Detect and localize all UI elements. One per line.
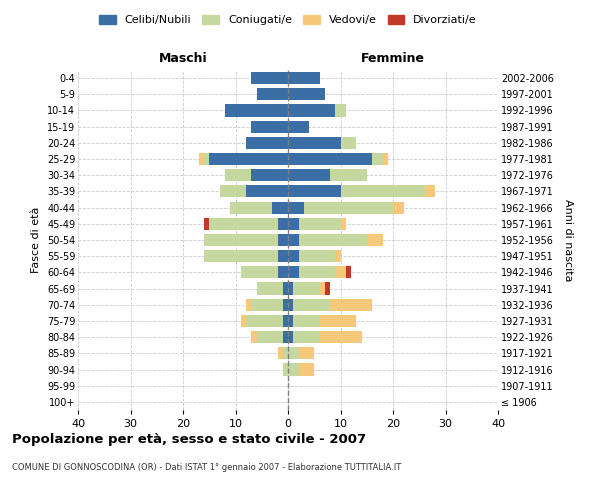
Bar bbox=[304, 202, 393, 213]
Bar bbox=[288, 72, 320, 84]
Bar bbox=[335, 250, 341, 262]
Bar bbox=[246, 137, 288, 149]
Bar bbox=[288, 364, 299, 376]
Y-axis label: Anni di nascita: Anni di nascita bbox=[563, 198, 573, 281]
Bar bbox=[293, 298, 330, 311]
Bar bbox=[288, 202, 304, 213]
Bar bbox=[372, 153, 383, 165]
Bar bbox=[288, 169, 330, 181]
Bar bbox=[299, 234, 367, 246]
Bar bbox=[220, 186, 246, 198]
Bar bbox=[199, 153, 204, 165]
Bar bbox=[283, 282, 288, 294]
Bar bbox=[209, 153, 288, 165]
Bar bbox=[283, 298, 288, 311]
Bar bbox=[330, 169, 367, 181]
Bar bbox=[293, 282, 320, 294]
Bar bbox=[246, 315, 283, 327]
Bar bbox=[251, 331, 257, 343]
Bar bbox=[283, 315, 288, 327]
Text: Femmine: Femmine bbox=[361, 52, 425, 65]
Bar bbox=[320, 315, 356, 327]
Bar bbox=[257, 282, 283, 294]
Bar bbox=[299, 348, 314, 360]
Bar bbox=[204, 250, 277, 262]
Bar bbox=[288, 250, 299, 262]
Bar bbox=[283, 364, 288, 376]
Bar bbox=[257, 331, 283, 343]
Bar bbox=[367, 234, 383, 246]
Bar bbox=[251, 169, 288, 181]
Bar bbox=[225, 104, 288, 117]
Bar bbox=[204, 153, 209, 165]
Bar bbox=[335, 266, 346, 278]
Bar bbox=[288, 104, 335, 117]
Bar bbox=[277, 250, 288, 262]
Bar bbox=[425, 186, 435, 198]
Bar bbox=[288, 331, 293, 343]
Bar bbox=[299, 218, 341, 230]
Bar bbox=[293, 331, 320, 343]
Text: COMUNE DI GONNOSCODINA (OR) - Dati ISTAT 1° gennaio 2007 - Elaborazione TUTTITAL: COMUNE DI GONNOSCODINA (OR) - Dati ISTAT… bbox=[12, 462, 401, 471]
Bar bbox=[288, 120, 309, 132]
Bar bbox=[272, 202, 288, 213]
Bar bbox=[230, 202, 272, 213]
Bar bbox=[293, 315, 320, 327]
Bar bbox=[288, 298, 293, 311]
Bar bbox=[288, 234, 299, 246]
Y-axis label: Fasce di età: Fasce di età bbox=[31, 207, 41, 273]
Bar bbox=[204, 234, 277, 246]
Bar bbox=[288, 137, 341, 149]
Bar bbox=[209, 218, 277, 230]
Bar bbox=[393, 202, 404, 213]
Bar bbox=[241, 315, 246, 327]
Bar bbox=[288, 315, 293, 327]
Bar bbox=[346, 266, 351, 278]
Bar bbox=[299, 250, 335, 262]
Bar bbox=[288, 348, 299, 360]
Bar bbox=[330, 298, 372, 311]
Bar bbox=[288, 153, 372, 165]
Bar bbox=[288, 218, 299, 230]
Bar bbox=[225, 169, 251, 181]
Legend: Celibi/Nubili, Coniugati/e, Vedovi/e, Divorziati/e: Celibi/Nubili, Coniugati/e, Vedovi/e, Di… bbox=[95, 10, 481, 30]
Bar bbox=[246, 298, 251, 311]
Text: Popolazione per età, sesso e stato civile - 2007: Popolazione per età, sesso e stato civil… bbox=[12, 432, 366, 446]
Bar bbox=[299, 266, 335, 278]
Bar bbox=[335, 104, 346, 117]
Bar bbox=[288, 186, 341, 198]
Bar bbox=[341, 218, 346, 230]
Bar bbox=[288, 282, 293, 294]
Bar bbox=[277, 348, 283, 360]
Bar bbox=[283, 331, 288, 343]
Bar bbox=[277, 218, 288, 230]
Bar bbox=[288, 88, 325, 101]
Bar bbox=[241, 266, 277, 278]
Bar bbox=[277, 266, 288, 278]
Bar bbox=[251, 72, 288, 84]
Bar bbox=[383, 153, 388, 165]
Bar bbox=[251, 120, 288, 132]
Bar bbox=[341, 186, 425, 198]
Bar bbox=[251, 298, 283, 311]
Bar bbox=[325, 282, 330, 294]
Bar bbox=[204, 218, 209, 230]
Bar bbox=[246, 186, 288, 198]
Bar bbox=[283, 348, 288, 360]
Bar bbox=[277, 234, 288, 246]
Bar bbox=[257, 88, 288, 101]
Text: Maschi: Maschi bbox=[158, 52, 208, 65]
Bar bbox=[320, 282, 325, 294]
Bar bbox=[341, 137, 356, 149]
Bar bbox=[299, 364, 314, 376]
Bar bbox=[320, 331, 361, 343]
Bar bbox=[288, 266, 299, 278]
